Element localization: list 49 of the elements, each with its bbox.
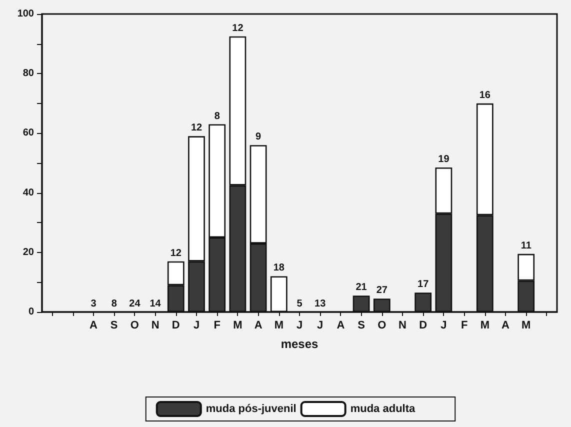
annotation: 12	[190, 122, 202, 134]
x-tick-label: M	[522, 320, 531, 332]
x-tick-label: D	[419, 320, 428, 332]
x-tick-label: D	[172, 320, 180, 332]
x-tick-label: A	[90, 320, 98, 332]
x-tick-label: A	[336, 320, 345, 332]
y-tick-label: 60	[22, 128, 34, 139]
annotation: 12	[170, 248, 182, 259]
annotation: 13	[314, 298, 326, 310]
annotation: 17	[418, 279, 430, 290]
x-tick-label: A	[502, 320, 510, 332]
annotation: 18	[273, 262, 285, 274]
x-tick-label: O	[130, 320, 140, 332]
annotation: 3	[90, 298, 97, 310]
annotation: 8	[214, 110, 220, 122]
annotation: 9	[256, 132, 262, 143]
annotation: 11	[520, 240, 532, 252]
y-tick-label: 0	[28, 306, 34, 318]
y-tick-label: 40	[22, 187, 34, 198]
y-tick-label: 20	[22, 246, 34, 258]
annotation: 24	[129, 298, 141, 310]
x-tick-label: F	[214, 320, 221, 332]
x-tick-label: J	[317, 320, 324, 332]
y-tick-label: 100	[17, 8, 34, 20]
annotation: 21	[356, 282, 368, 294]
annotation: 16	[479, 90, 491, 101]
x-tick-label: N	[398, 320, 407, 332]
x-tick-label: F	[460, 320, 468, 332]
x-tick-label: O	[378, 320, 387, 332]
x-axis-title: meses	[280, 337, 319, 351]
annotation: 27	[376, 285, 388, 296]
legend-label: muda adulta	[350, 403, 416, 415]
x-tick-label: J	[296, 320, 303, 332]
annotation: 12	[232, 22, 244, 34]
x-tick-label: M	[233, 320, 242, 332]
legend-label: muda pós-juvenil	[206, 403, 296, 415]
y-tick-label: 80	[22, 68, 34, 80]
annotation: 8	[111, 298, 118, 310]
x-tick-label: M	[274, 320, 284, 332]
annotation: 14	[150, 298, 162, 310]
annotation: 5	[296, 298, 303, 310]
x-tick-label: S	[358, 320, 365, 332]
annotation: 19	[438, 154, 450, 165]
x-tick-label: M	[480, 320, 490, 332]
x-tick-label: N	[151, 320, 160, 332]
x-tick-label: S	[110, 320, 118, 332]
x-tick-label: J	[440, 320, 447, 332]
x-tick-label: A	[254, 320, 262, 332]
x-tick-label: J	[193, 320, 200, 332]
